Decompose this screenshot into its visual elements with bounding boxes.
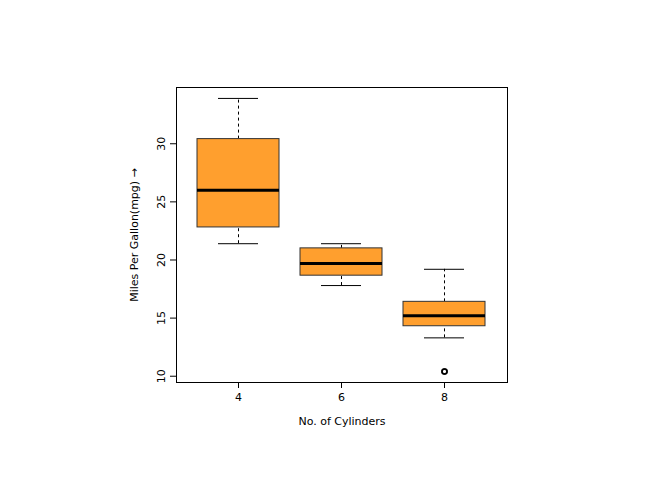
svg-text:6: 6 <box>338 391 345 404</box>
svg-text:No. of Cylinders: No. of Cylinders <box>298 415 385 428</box>
svg-text:30: 30 <box>155 137 168 151</box>
svg-text:25: 25 <box>155 195 168 209</box>
html-text:Mileage Data Boxplot: Mileage Data Boxplot <box>262 54 421 69</box>
svg-text:15: 15 <box>155 311 168 325</box>
svg-text:20: 20 <box>155 253 168 267</box>
svg-text:Miles Per Gallon(mpg) →: Miles Per Gallon(mpg) → <box>128 168 141 302</box>
svg-text:10: 10 <box>155 369 168 383</box>
svg-text:4: 4 <box>235 391 242 404</box>
svg-text:8: 8 <box>441 391 448 404</box>
